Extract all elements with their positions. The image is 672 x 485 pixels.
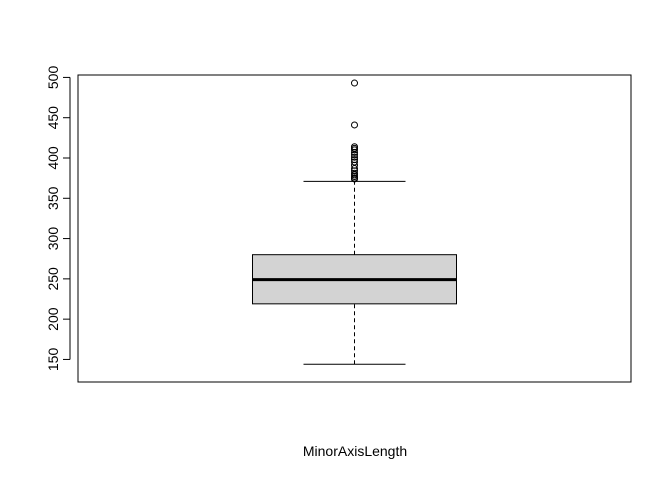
x-axis-label: MinorAxisLength — [303, 443, 407, 459]
outlier-point — [351, 156, 358, 164]
y-tick-label: 350 — [45, 186, 61, 210]
y-tick-label: 500 — [45, 66, 61, 90]
outlier-point — [351, 143, 358, 151]
outlier-point — [351, 158, 358, 166]
y-tick-label: 200 — [45, 307, 61, 331]
y-tick-label: 150 — [45, 348, 61, 372]
y-axis: 150 200 250 300 350 400 450 500 — [45, 66, 71, 372]
box-group — [252, 254, 457, 305]
outlier-point — [351, 121, 358, 129]
y-tick-label: 300 — [45, 227, 61, 251]
outlier-point — [351, 79, 358, 87]
y-tick-label: 450 — [45, 106, 61, 130]
y-tick-label: 400 — [45, 146, 61, 170]
outlier-point — [351, 169, 358, 177]
outlier-point — [351, 153, 358, 161]
plot-frame — [77, 74, 632, 383]
y-tick-label: 250 — [45, 267, 61, 291]
outlier-group — [351, 79, 358, 183]
